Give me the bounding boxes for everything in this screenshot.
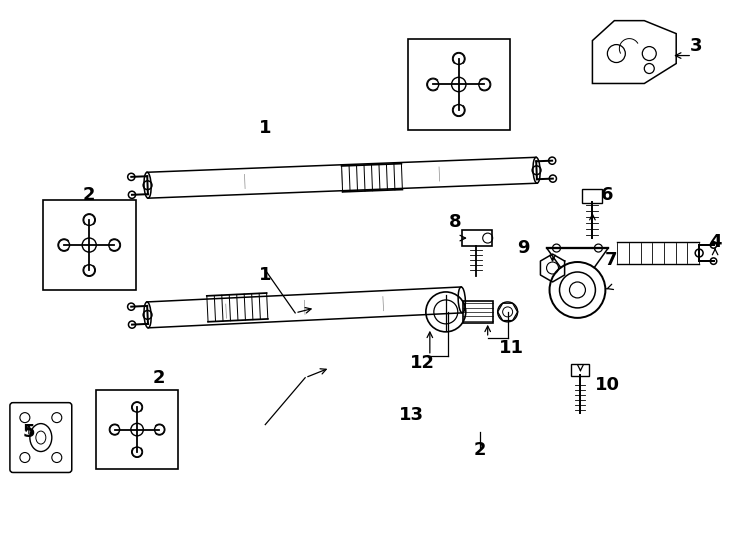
Bar — [43, 200, 136, 290]
Text: 2: 2 — [82, 186, 95, 204]
Text: 10: 10 — [595, 376, 620, 394]
Text: 11: 11 — [499, 339, 524, 357]
Text: 3: 3 — [690, 37, 702, 55]
Text: 7: 7 — [605, 251, 617, 269]
Bar — [95, 390, 178, 469]
Text: 4: 4 — [709, 233, 722, 251]
Text: 8: 8 — [448, 213, 461, 231]
Text: 5: 5 — [23, 423, 35, 441]
Text: 1: 1 — [259, 266, 272, 284]
Text: 6: 6 — [601, 186, 614, 204]
Text: 1: 1 — [259, 119, 272, 137]
Text: 2: 2 — [473, 441, 486, 458]
Text: 9: 9 — [517, 239, 530, 257]
Text: 13: 13 — [399, 406, 424, 423]
Bar — [462, 301, 493, 323]
Bar — [408, 38, 509, 130]
Text: 12: 12 — [410, 354, 435, 372]
Text: 2: 2 — [152, 369, 165, 387]
Bar — [462, 230, 492, 246]
